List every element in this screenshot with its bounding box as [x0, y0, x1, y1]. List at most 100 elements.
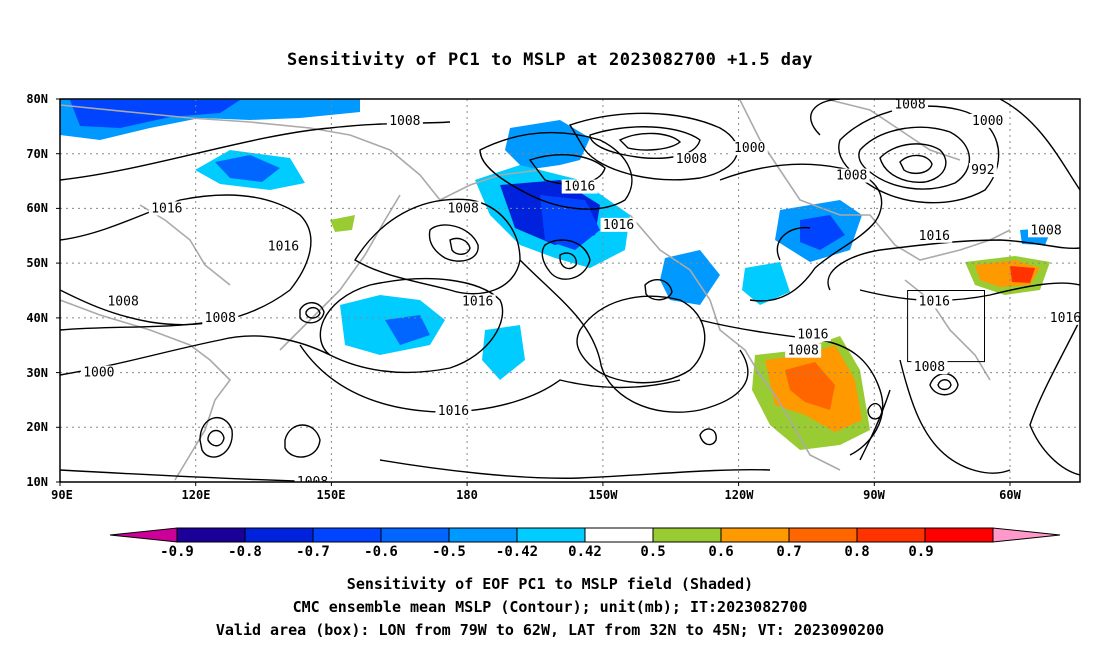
positive-sensitivity-region	[1010, 266, 1035, 283]
lon-label-90e: 90E	[51, 488, 73, 502]
contour-label-text: 1000	[734, 141, 765, 156]
colorbar-segment	[244, 527, 314, 543]
contour-label: 1016	[794, 327, 831, 342]
lat-label-80n: 80N	[26, 92, 48, 106]
contour-label: 1016	[916, 228, 953, 244]
negative-sensitivity-region	[505, 120, 590, 170]
caption-line-1: Sensitivity of EOF PC1 to MSLP field (Sh…	[346, 575, 754, 593]
contour-label-text: 1008	[107, 294, 138, 309]
contour-label-text: 1000	[972, 114, 1003, 129]
axis-ticks	[56, 98, 1011, 486]
lon-label-120e: 120E	[181, 488, 211, 502]
contour-label: 1016	[459, 294, 496, 309]
contour-label: 1008	[833, 168, 870, 184]
colorbar-label: 0.6	[708, 544, 734, 560]
colorbar-label: -0.42	[495, 544, 539, 560]
contour-label: 1008	[386, 113, 423, 129]
contour-label-text: 1016	[919, 294, 950, 309]
contour-label-text: 1008	[914, 360, 945, 375]
contour-label-text: 1008	[389, 114, 420, 129]
contour-label-text: 1016	[797, 327, 828, 342]
contour-label-text: 1008	[447, 201, 478, 216]
colorbar-segment	[652, 527, 722, 543]
colorbar-label: 0.5	[640, 544, 666, 560]
lat-label-10n: 10N	[26, 475, 48, 489]
contour-label: 1008	[911, 360, 948, 375]
colorbar-segment	[788, 527, 858, 543]
colorbar-label: -0.5	[432, 544, 466, 560]
contour-labels: 1008 1008 1000 1008 1000 1008 992 1016 1008 1016 1…	[80, 97, 1081, 490]
negative-sensitivity-region	[215, 155, 280, 182]
colorbar-label: -0.8	[228, 544, 262, 560]
colorbar-label: 0.9	[908, 544, 934, 560]
contour-label: 1008	[294, 475, 331, 490]
sensitivity-shading	[60, 99, 1052, 450]
lon-label-150w: 150W	[588, 488, 618, 502]
colorbar-segment	[448, 527, 518, 543]
lat-label-60n: 60N	[26, 201, 48, 215]
contour-label: 1000	[731, 141, 768, 156]
lon-label-120w: 120W	[724, 488, 754, 502]
colorbar	[109, 527, 1061, 543]
negative-sensitivity-region	[385, 315, 430, 345]
colorbar-label: 0.42	[568, 544, 602, 560]
contour-label: 1016	[265, 239, 302, 255]
colorbar-segment	[109, 527, 178, 543]
negative-sensitivity-region	[800, 215, 845, 250]
contour-label: 992	[968, 163, 997, 178]
lat-label-30n: 30N	[26, 366, 48, 380]
contour-label-text: 1016	[462, 294, 493, 309]
colorbar-label: -0.7	[296, 544, 330, 560]
lat-label-70n: 70N	[26, 147, 48, 161]
contour-label: 1016	[916, 294, 953, 309]
caption-line-3: Valid area (box): LON from 79W to 62W, L…	[215, 621, 885, 639]
negative-sensitivity-region	[482, 325, 525, 380]
contour-label-text: 1016	[603, 218, 634, 233]
colorbar-label: 0.7	[776, 544, 802, 560]
lon-label-60w: 60W	[999, 488, 1021, 502]
contour-label-text: 1008	[894, 97, 925, 112]
contour-label: 1016	[435, 403, 472, 419]
contour-label-text: 1008	[787, 344, 818, 359]
lon-label-180: 180	[456, 488, 478, 502]
contour-label: 1000	[969, 113, 1006, 129]
colorbar-segment	[516, 527, 586, 543]
contour-label: 1000	[80, 365, 117, 381]
colorbar-segment	[176, 527, 246, 543]
contour-label-text: 1008	[836, 169, 867, 184]
colorbar-label: -0.9	[160, 544, 194, 560]
colorbar-segment	[312, 527, 382, 543]
contour-label: 1016	[148, 201, 185, 216]
contour-label: 1016	[1047, 310, 1081, 326]
contour-label-text: 1016	[438, 404, 469, 419]
contour-label-text: 1016	[151, 201, 182, 216]
positive-sensitivity-region	[330, 215, 355, 232]
contour-label: 1016	[600, 217, 637, 233]
contour-label: 1008	[202, 310, 239, 326]
colorbar-label: -0.6	[364, 544, 398, 560]
positive-sensitivity-region	[785, 362, 835, 410]
lat-label-50n: 50N	[26, 256, 48, 270]
contour-label-text: 992	[971, 163, 994, 178]
colorbar-label: 0.8	[844, 544, 870, 560]
plot-title: Sensitivity of PC1 to MSLP at 2023082700…	[286, 50, 813, 70]
contour-label: 1008	[892, 97, 928, 112]
contour-label-text: 1000	[83, 366, 114, 381]
lat-label-20n: 20N	[26, 420, 48, 434]
caption-line-2: CMC ensemble mean MSLP (Contour); unit(m…	[292, 598, 808, 616]
contour-label-text: 1016	[268, 240, 299, 255]
contour-label: 1008	[673, 152, 710, 167]
colorbar-segment	[924, 527, 994, 543]
colorbar-segment	[380, 527, 450, 543]
contour-label: 1008	[785, 343, 822, 359]
contour-label-text: 1008	[297, 475, 328, 490]
map-frame	[59, 98, 1081, 483]
colorbar-segment	[584, 527, 654, 543]
contour-label-text: 1016	[1050, 311, 1081, 326]
contour-label-text: 1008	[1030, 223, 1061, 238]
contour-label: 1008	[105, 294, 142, 309]
lon-label-90w: 90W	[863, 488, 885, 502]
contour-label-text: 1016	[919, 229, 950, 244]
contour-label: 1008	[1028, 223, 1064, 238]
